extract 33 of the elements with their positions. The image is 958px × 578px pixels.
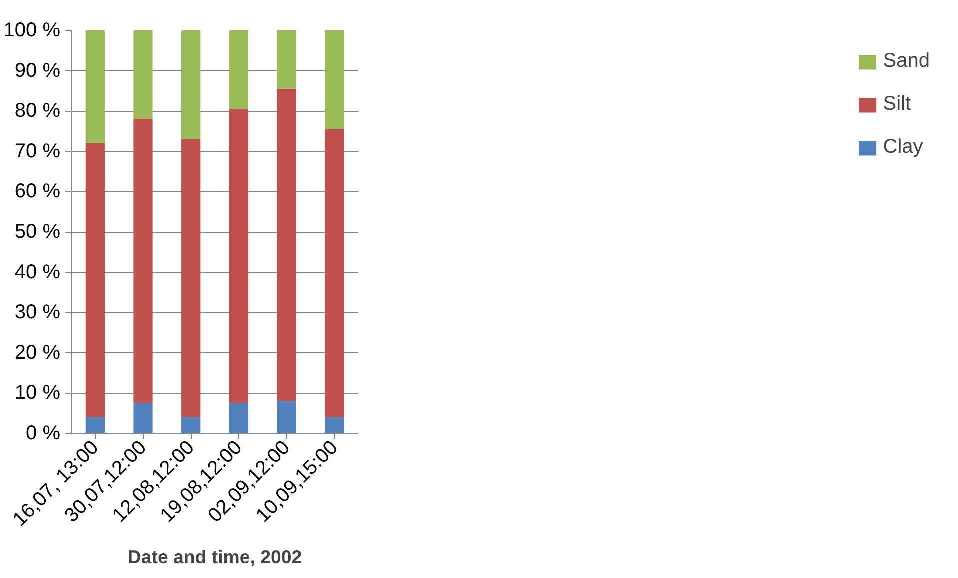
y-tick-label: 30 %	[14, 302, 61, 324]
bar	[182, 417, 201, 434]
y-tick-label: 10 %	[14, 382, 61, 404]
bar	[229, 30, 248, 110]
y-tick-label: 90 %	[14, 60, 61, 82]
legend-label: Silt	[883, 93, 912, 116]
y-tick-label: 0 %	[26, 422, 61, 444]
bar	[86, 30, 105, 144]
y-tick-label: 80 %	[14, 100, 61, 122]
bar	[134, 30, 153, 120]
y-tick-label: 70 %	[14, 140, 61, 162]
bar	[277, 30, 296, 89]
bar	[277, 401, 296, 434]
bar	[277, 88, 296, 402]
y-tick-label: 50 %	[14, 221, 61, 243]
bar	[86, 417, 105, 434]
bar	[182, 30, 201, 140]
y-tick-label: 20 %	[14, 342, 61, 364]
bar	[325, 30, 344, 130]
y-tick-label: 40 %	[14, 261, 61, 284]
bar	[229, 403, 248, 434]
bar	[182, 139, 201, 418]
legend-label: Clay	[883, 136, 924, 159]
y-tick-label: 60 %	[14, 180, 61, 203]
y-tick-label: 100 %	[4, 20, 61, 42]
bar	[229, 109, 248, 404]
bar	[134, 403, 153, 434]
x-axis-title: Date and time, 2002	[128, 546, 302, 568]
legend-label: Sand	[883, 50, 930, 73]
bar	[325, 417, 344, 434]
bar	[134, 119, 153, 404]
bar	[86, 143, 105, 418]
bar	[325, 129, 344, 418]
